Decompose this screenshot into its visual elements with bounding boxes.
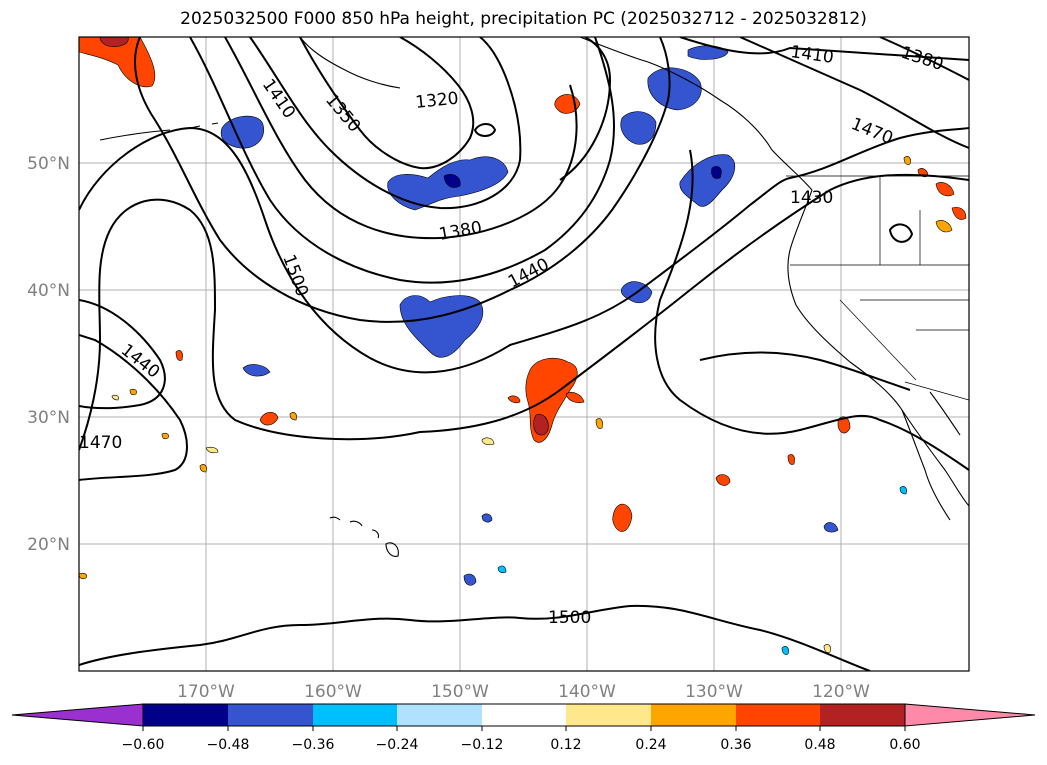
lat-label: 40°N: [27, 281, 70, 301]
lon-label: 150°W: [431, 682, 489, 702]
lon-label: 120°W: [812, 682, 870, 702]
colorbar-bin: [482, 704, 566, 726]
colorbar-bin: [736, 704, 820, 726]
map-title: 2025032500 F000 850 hPa height, precipit…: [180, 9, 867, 29]
colorbar-tick: 0.60: [889, 737, 920, 753]
colorbar-bin: [228, 704, 313, 726]
graticule: [79, 37, 969, 671]
lon-label: 130°W: [685, 682, 743, 702]
colorbar-tick: −0.48: [207, 737, 250, 753]
contour-label: 1320: [414, 89, 459, 113]
colorbar-tick: −0.60: [122, 737, 165, 753]
colorbar-extend-high: [904, 703, 1036, 727]
lat-label: 50°N: [27, 154, 70, 174]
lon-labels: 170°W 160°W 150°W 140°W 130°W 120°W: [177, 682, 870, 702]
colorbar-bin: [397, 704, 482, 726]
map-border: [78, 36, 970, 672]
colorbar-tick: −0.36: [292, 737, 335, 753]
lat-labels: 50°N 40°N 30°N 20°N: [27, 154, 70, 555]
colorbar-tick: −0.12: [461, 737, 504, 753]
colorbar-bin: [313, 704, 397, 726]
colorbar-frame: [142, 703, 906, 727]
contour-label: 1500: [548, 608, 591, 628]
colorbar-tick: 0.12: [550, 737, 581, 753]
lon-label: 140°W: [558, 682, 616, 702]
colorbar-tick: 0.48: [804, 737, 835, 753]
contour-label: 1470: [79, 433, 122, 453]
colorbar-extend-low: [11, 703, 144, 727]
colorbar-tick: 0.24: [635, 737, 666, 753]
colorbar-bin: [566, 704, 651, 726]
colorbar-tick: −0.24: [376, 737, 419, 753]
colorbar-bin: [143, 704, 228, 726]
colorbar-bin: [820, 704, 905, 726]
colorbar-bin: [651, 704, 736, 726]
colorbar: −0.60 −0.48 −0.36 −0.24 −0.12 0.12 0.24 …: [11, 703, 1036, 753]
lon-label: 160°W: [304, 682, 362, 702]
contour-label: 1430: [790, 188, 833, 208]
lat-label: 30°N: [27, 408, 70, 428]
colorbar-tick: 0.36: [720, 737, 751, 753]
lon-label: 170°W: [177, 682, 235, 702]
height-contours: [79, 37, 969, 671]
lat-label: 20°N: [27, 535, 70, 555]
